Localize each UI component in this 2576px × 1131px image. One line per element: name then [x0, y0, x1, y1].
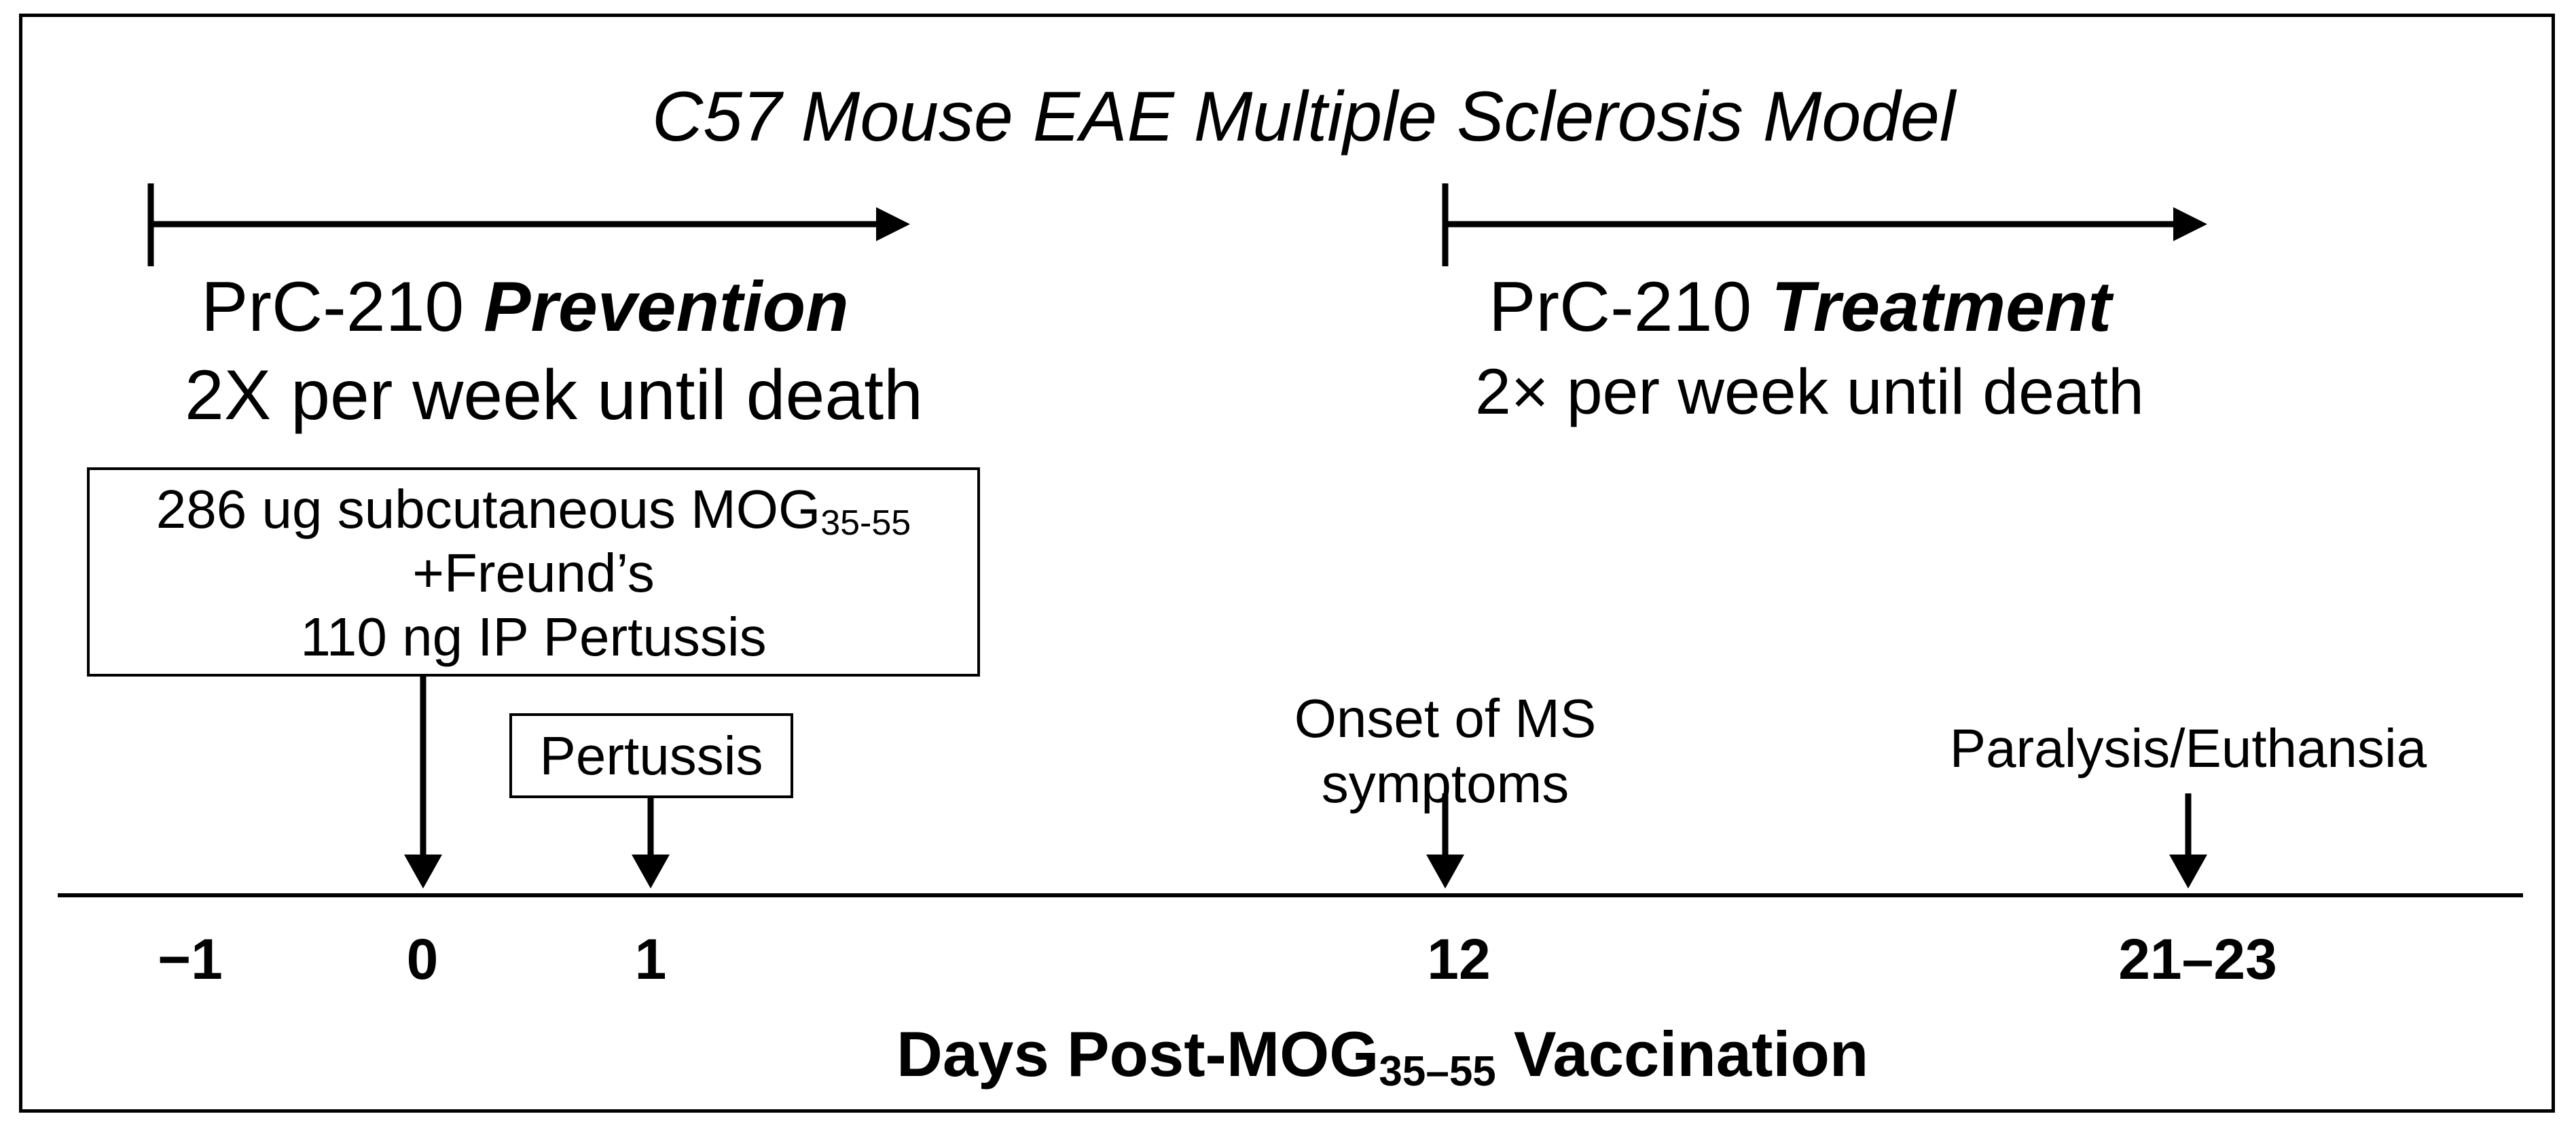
figure-frame	[19, 14, 2555, 1113]
treatment-drug: PrC-210	[1489, 268, 1772, 346]
vaccination-line-1: 286 ug subcutaneous MOG35-55	[90, 482, 977, 541]
pertussis-box: Pertussis	[509, 713, 793, 798]
x-axis-label-suffix: Vaccination	[1495, 1018, 1869, 1090]
treatment-emphasis: Treatment	[1771, 268, 2112, 346]
vaccination-dose: 286 ug subcutaneous MOG	[156, 479, 821, 539]
x-axis-label-subscript: 35–55	[1379, 1048, 1496, 1095]
paralysis-arrow-head	[2169, 855, 2207, 888]
vaccination-line-3: 110 ng IP Pertussis	[300, 607, 767, 667]
tick-label: 21–23	[2118, 927, 2277, 991]
prevention-label: PrC-210 Prevention	[201, 272, 849, 342]
prevention-emphasis: Prevention	[484, 268, 849, 346]
vaccination-arrow-head	[404, 855, 442, 888]
paralysis-label: Paralysis/Euthansia	[1949, 718, 2427, 778]
treatment-label: PrC-210 Treatment	[1489, 272, 2111, 342]
tick-label: 0	[406, 927, 439, 991]
prevention-drug: PrC-210	[201, 268, 484, 346]
tick-label: 1	[634, 927, 667, 991]
treatment-schedule: 2× per week until death	[1475, 356, 2144, 428]
treatment-arrow-head	[2173, 207, 2207, 241]
x-axis-label-prefix: Days Post-MOG	[896, 1018, 1379, 1090]
vaccination-line-2: +Freund’s	[412, 543, 655, 603]
tick-label: 12	[1427, 927, 1491, 991]
prevention-schedule: 2X per week until death	[185, 356, 923, 435]
tick-label: −1	[158, 927, 223, 991]
x-axis-label: Days Post-MOG35–55 Vaccination	[896, 1022, 1868, 1093]
mog-subscript: 35-55	[820, 503, 911, 543]
diagram-title: C57 Mouse EAE Multiple Sclerosis Model	[652, 77, 1956, 156]
onset-label: Onset of MS symptoms	[1294, 688, 1597, 814]
vaccination-box: 286 ug subcutaneous MOG35-55 +Freund’s 1…	[87, 467, 980, 677]
prevention-arrow-head	[876, 207, 910, 241]
pertussis-arrow-head	[632, 855, 670, 888]
onset-arrow-head	[1426, 855, 1464, 888]
